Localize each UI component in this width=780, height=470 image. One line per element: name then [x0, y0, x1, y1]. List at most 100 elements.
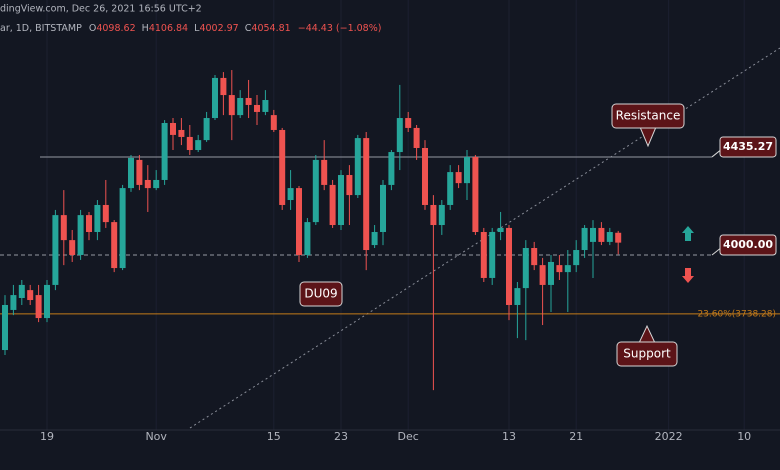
candle-body [102, 204, 109, 223]
candle-body [489, 232, 496, 278]
ohlc-value: 4054.81 [251, 23, 290, 34]
x-tick-label: Dec [398, 430, 419, 443]
candle-body [606, 232, 613, 242]
candle-body [329, 184, 336, 226]
du09-label: DU09 [299, 281, 343, 307]
candle-body [464, 156, 470, 184]
candle-body [354, 138, 361, 196]
candle-body [296, 188, 302, 255]
x-axis: 19 Nov 15 23 Dec 13 21 2022 10 [40, 430, 751, 443]
candle-body [346, 175, 353, 196]
x-tick-label: 10 [737, 430, 751, 443]
price-tag [719, 234, 777, 256]
candle-body [304, 222, 311, 255]
candle-body [178, 129, 185, 137]
candle-body [497, 227, 504, 233]
candle-body [170, 122, 176, 135]
candle-body [455, 172, 462, 184]
ohlc-value: 4002.97 [199, 23, 238, 34]
candle-body [581, 227, 588, 251]
annotation: Support [623, 347, 671, 361]
candle-body [598, 227, 605, 242]
candle-body [195, 140, 202, 151]
candle-body [548, 261, 554, 285]
candle-body [2, 304, 8, 351]
annotation: DU09 [304, 287, 337, 301]
candle-body [405, 118, 412, 128]
candle-body [590, 227, 596, 242]
candle-body [413, 127, 420, 148]
callout-pointer [639, 126, 657, 148]
candle-body [338, 175, 344, 226]
candle-body [321, 159, 328, 185]
candle-body [312, 159, 319, 223]
candle-body [119, 188, 126, 269]
candle-body [161, 122, 168, 180]
candle-body [144, 179, 151, 189]
candle-body [270, 115, 277, 130]
up-arrow [682, 226, 694, 241]
candle-body [447, 172, 454, 205]
candle-body [52, 215, 59, 285]
ohlc-value: 4098.62 [96, 23, 135, 34]
candle-body [573, 250, 580, 266]
symbol: ar, 1D, BITSTAMP [0, 23, 82, 34]
candle-body [237, 97, 244, 116]
ohlc-label: H [142, 23, 149, 34]
levels: 4435.27 4000.00 23.60%(3738.28) [0, 136, 780, 319]
callout-box [299, 281, 343, 307]
down-arrow [682, 268, 694, 283]
candle-body [287, 188, 294, 201]
candle-body [472, 156, 479, 233]
candle-body [564, 265, 571, 273]
x-tick-label: 21 [569, 430, 583, 443]
candle-body [10, 295, 17, 310]
candle-body [153, 179, 160, 189]
candle-body [44, 284, 50, 319]
candle-body [279, 129, 286, 205]
candle-body [480, 232, 487, 278]
candle-body [212, 77, 218, 119]
candle-body [371, 232, 378, 246]
candle-body [531, 247, 538, 266]
price-tag-label: 4435.27 [723, 140, 773, 153]
candle-body [254, 104, 260, 112]
candle-body [86, 215, 92, 233]
candle-body [506, 227, 512, 305]
candle-body [35, 295, 42, 319]
grid [46, 0, 745, 430]
candle-body [245, 97, 252, 105]
candle-body [556, 265, 563, 273]
price-tag [719, 136, 777, 158]
callout-pointer [638, 324, 656, 344]
candle-body [422, 147, 428, 205]
x-tick-label: Nov [145, 430, 167, 443]
candles [2, 70, 622, 391]
candle-body [186, 136, 193, 151]
x-tick-label: 15 [267, 430, 281, 443]
candle-body [539, 265, 546, 285]
ohlc-value: 4106.84 [149, 23, 188, 34]
candle-body [111, 222, 118, 269]
price-tag-label: 4000.00 [723, 238, 773, 251]
candle-body [388, 152, 395, 185]
x-tick-label: 19 [40, 430, 54, 443]
candle-body [77, 215, 84, 255]
candle-body [128, 157, 134, 189]
x-tick-label: 2022 [655, 430, 683, 443]
support-callout: Support [616, 324, 678, 367]
candle-body [69, 240, 76, 255]
candle-body [60, 215, 67, 241]
candle-body [380, 184, 386, 233]
change: −44.43 (−1.08%) [298, 23, 382, 34]
candle-body [220, 77, 227, 96]
header-title: dingView.com, Dec 26, 2021 16:56 UTC+2 [0, 4, 202, 15]
candle-body [396, 118, 403, 153]
annotation: Resistance [616, 109, 681, 123]
ohlc-label: O [89, 23, 96, 34]
candle-body [430, 204, 437, 226]
resistance-callout: Resistance [611, 103, 685, 148]
ohlc-label: L [194, 23, 200, 34]
